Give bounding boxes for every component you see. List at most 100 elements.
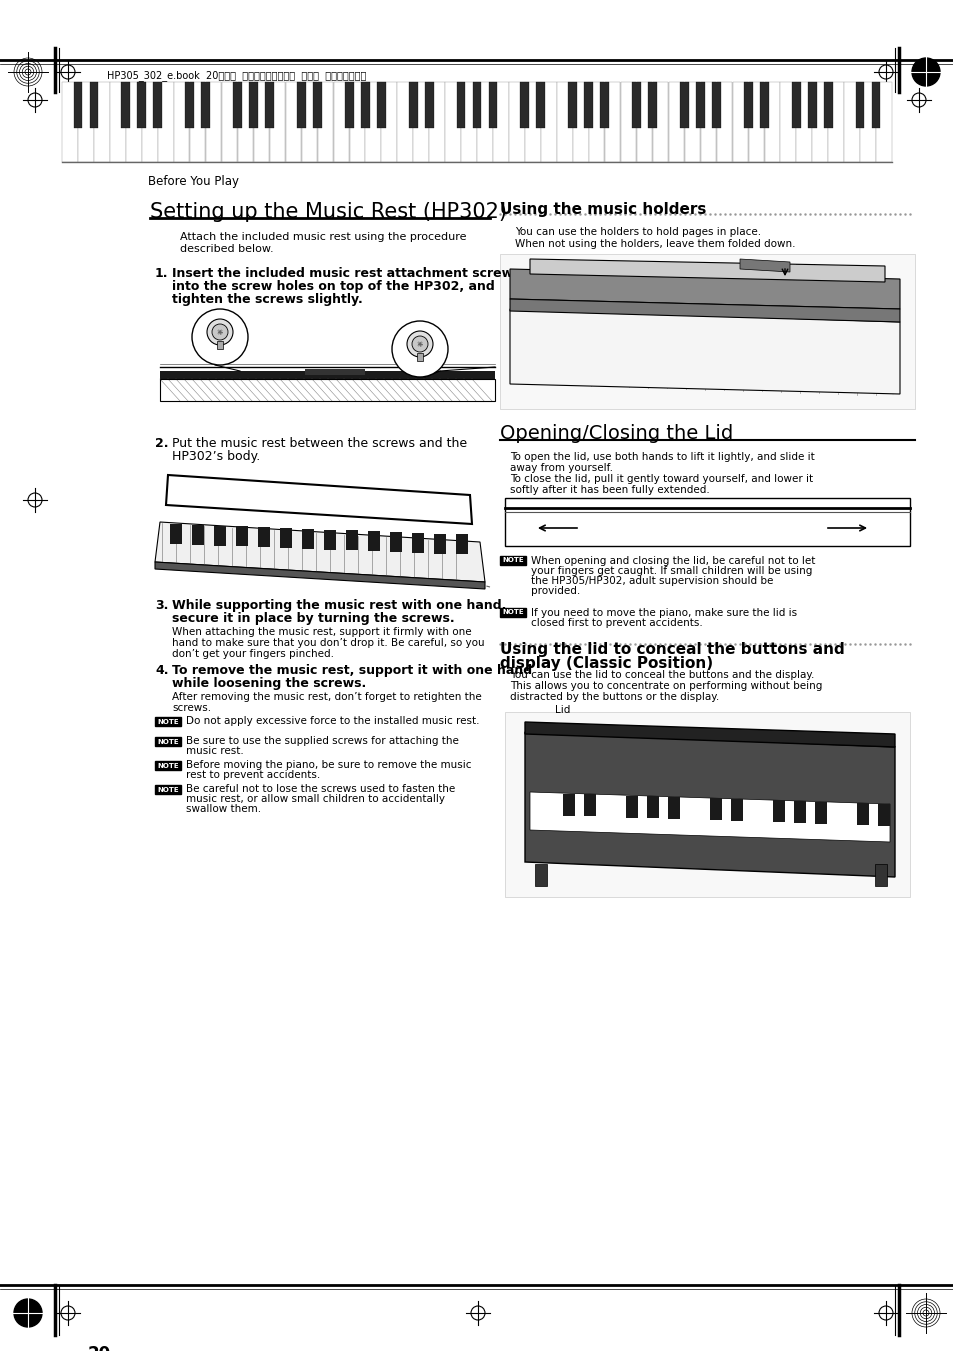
Bar [397,82,413,162]
Text: Put the music rest between the screws and the: Put the music rest between the screws an… [172,436,467,450]
Bar [285,82,301,162]
Bar [296,82,306,128]
Text: When attaching the music rest, support it firmly with one: When attaching the music rest, support i… [172,627,471,638]
Bar [416,353,422,361]
Text: NOTE: NOTE [157,739,178,744]
Bar [488,82,497,128]
Bar [237,82,253,162]
Bar [536,82,545,128]
Bar [265,82,274,128]
Text: softly after it has been fully extended.: softly after it has been fully extended. [510,485,709,494]
Bar [206,82,221,162]
Bar [843,82,859,162]
Bar [280,528,292,549]
Bar [94,82,110,162]
Bar [855,82,863,128]
Bar [652,82,668,162]
Bar [540,82,556,162]
Bar [504,499,909,546]
Bar [160,372,495,380]
Bar [646,796,659,819]
Bar [201,82,210,128]
Text: Opening/Closing the Lid: Opening/Closing the Lid [499,424,733,443]
Circle shape [412,336,428,353]
Bar [110,82,126,162]
Text: Push: Push [794,263,819,274]
Circle shape [14,1300,42,1327]
Bar [456,535,468,554]
Polygon shape [510,269,899,309]
Text: distracted by the buttons or the display.: distracted by the buttons or the display… [510,692,719,703]
Text: rest to prevent accidents.: rest to prevent accidents. [186,770,320,781]
Bar [856,802,868,825]
Bar [235,527,248,546]
Bar [317,82,333,162]
Bar [305,369,365,376]
Bar [711,82,720,128]
Bar [302,528,314,549]
Text: Attach the included music rest using the procedure: Attach the included music rest using the… [180,232,466,242]
Circle shape [407,331,433,357]
Text: Insert the included music rest attachment screws: Insert the included music rest attachmen… [172,267,520,280]
Bar [583,794,596,816]
Bar [709,798,721,820]
Text: the HP305/HP302, adult supervision should be: the HP305/HP302, adult supervision shoul… [531,576,773,585]
Text: HP305_302_e.book  20ページ  ２０１０年１月５日  火曜日  午後１２時２分: HP305_302_e.book 20ページ ２０１０年１月５日 火曜日 午後１… [107,70,366,81]
Text: provided.: provided. [531,585,579,596]
Bar [814,801,826,824]
Bar [625,796,638,817]
Bar [499,557,525,565]
Bar [827,82,843,162]
Bar [408,82,417,128]
Bar [667,797,679,819]
Bar [249,82,257,128]
Bar [684,82,700,162]
Bar [763,82,780,162]
Text: When opening and closing the lid, be careful not to let: When opening and closing the lid, be car… [531,555,815,566]
Bar [216,340,223,349]
Text: To open the lid, use both hands to lift it lightly, and slide it: To open the lid, use both hands to lift … [510,453,814,462]
Bar [730,798,742,821]
Text: NOTE: NOTE [501,558,523,563]
Bar [334,82,349,162]
Bar [381,82,396,162]
Bar [807,82,816,128]
Bar [213,526,226,546]
Bar [233,82,242,128]
Bar [154,761,181,770]
Bar [154,785,181,794]
Text: HP302’s body.: HP302’s body. [172,450,260,463]
Bar [793,801,805,823]
Bar [637,82,652,162]
Bar [509,82,524,162]
Bar [257,527,270,547]
Text: into the screw holes on top of the HP302, and: into the screw holes on top of the HP302… [172,280,495,293]
Text: hand to make sure that you don’t drop it. Be careful, so you: hand to make sure that you don’t drop it… [172,638,484,648]
Bar [390,532,401,553]
Bar [476,82,493,162]
Bar [460,82,476,162]
Bar [875,82,891,162]
Bar [78,82,93,162]
Bar [190,82,205,162]
Bar [160,380,495,401]
Bar [346,531,357,550]
Text: your fingers get caught. If small children will be using: your fingers get caught. If small childr… [531,566,812,576]
Bar [360,82,369,128]
Text: screws.: screws. [172,703,211,713]
Bar [185,82,193,128]
Bar [73,82,82,128]
Polygon shape [524,721,894,747]
Polygon shape [530,792,889,842]
Bar [535,865,546,886]
Circle shape [207,319,233,345]
Bar [493,82,508,162]
Text: You can use the lid to conceal the buttons and the display.: You can use the lid to conceal the butto… [510,670,814,680]
Text: described below.: described below. [180,245,274,254]
Text: music rest.: music rest. [186,747,244,757]
Bar [142,82,157,162]
Text: Be careful not to lose the screws used to fasten the: Be careful not to lose the screws used t… [186,785,455,794]
Bar [158,82,173,162]
Bar [716,82,731,162]
Bar [121,82,131,128]
